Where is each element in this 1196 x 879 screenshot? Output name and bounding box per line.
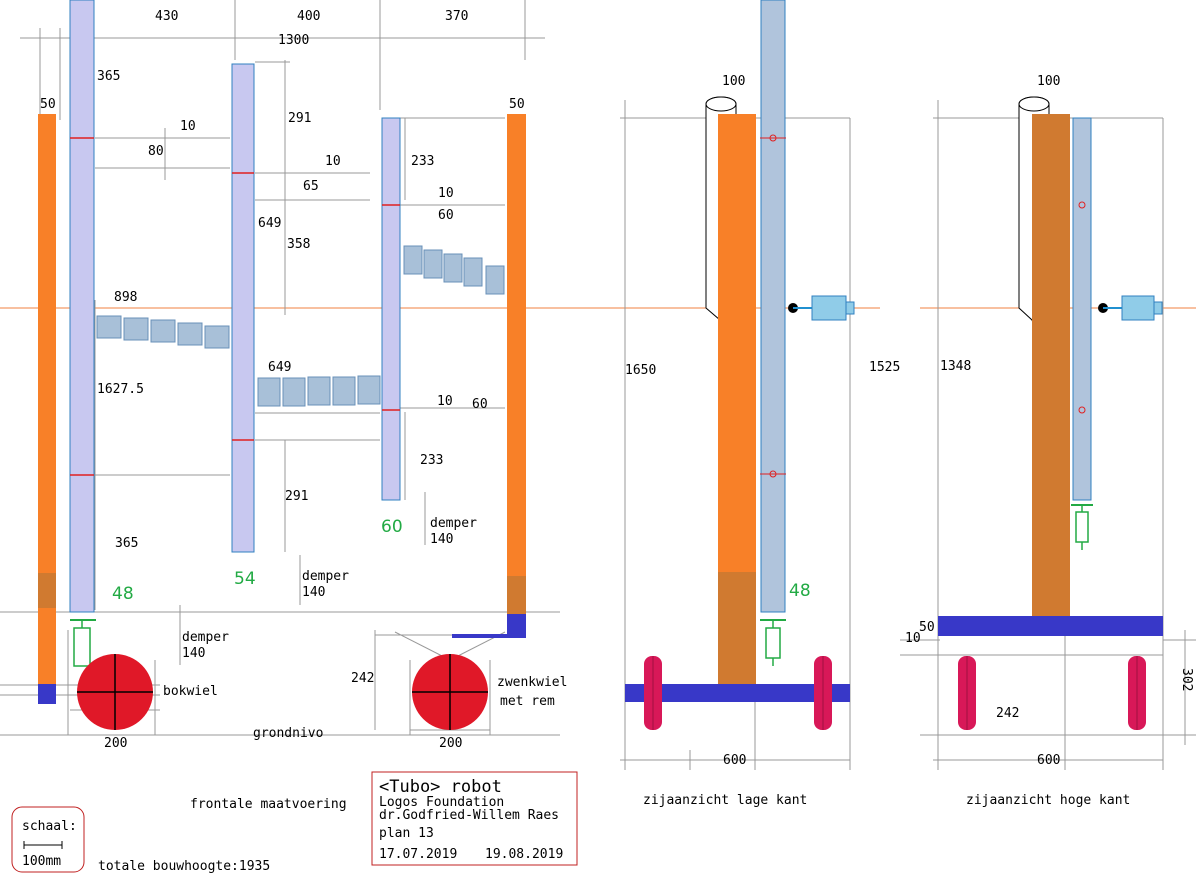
side-high-damper (1071, 504, 1093, 550)
demper-value-1: 140 (430, 532, 453, 547)
demper-label-2: demper (302, 569, 349, 584)
ground-level-label: grondnivo (253, 726, 323, 741)
side-low-dim-1650: 1650 (625, 363, 656, 378)
side-high-dim-1348: 1348 (940, 359, 971, 374)
bokwiel-label: bokwiel (163, 684, 218, 699)
side-low-orange-shade (718, 572, 756, 684)
title-block (371, 771, 578, 866)
dim-649-a: 649 (258, 216, 281, 231)
scale-label: schaal: (22, 819, 77, 834)
front-tube-48 (69, 0, 95, 613)
side-low-base (625, 684, 850, 702)
zwenkwiel-label: zwenkwiel (497, 675, 567, 690)
dim-649-b: 649 (268, 360, 291, 375)
side-low-tube-48 (760, 0, 786, 613)
front-orange-tube-right-shade (507, 576, 526, 614)
side-high-actuator (1098, 295, 1163, 321)
dim-1627: 1627.5 (97, 382, 144, 397)
front-tube-60 (381, 117, 401, 501)
demper-label-1: demper (430, 516, 477, 531)
front-zwenkwiel (412, 654, 488, 730)
side-low-dim-600: 600 (723, 753, 746, 768)
scale-box (11, 806, 85, 873)
side-low-damper (760, 619, 786, 666)
dim-370: 370 (445, 9, 468, 24)
dim-233-bottom: 233 (420, 453, 443, 468)
dim-10-b: 10 (325, 154, 341, 169)
title-block-plan: plan 13 (379, 826, 434, 841)
dim-1300: 1300 (278, 33, 309, 48)
front-right-base-plate (452, 634, 526, 638)
side-high-dim-50: 50 (919, 620, 935, 635)
title-block-date-1: 17.07.2019 (379, 847, 457, 862)
title-block-date-2: 19.08.2019 (485, 847, 563, 862)
dim-365-bottom: 365 (115, 536, 138, 551)
front-dimension-lines (0, 0, 560, 736)
dim-242-front: 242 (351, 671, 374, 686)
dim-10-a: 10 (180, 119, 196, 134)
side-high-dim-242: 242 (996, 706, 1019, 721)
title-block-title: <Tubo> robot (379, 777, 502, 797)
side-high-dimension-lines (900, 100, 1196, 770)
dim-358: 358 (287, 237, 310, 252)
label-60: 60 (381, 517, 403, 537)
side-low-dim-1525: 1525 (869, 360, 900, 375)
label-48-side: 48 (789, 581, 811, 601)
hammer-row-1 (96, 315, 230, 349)
caption-front: frontale maatvoering (190, 797, 347, 812)
dim-291-bottom: 291 (285, 489, 308, 504)
dim-65: 65 (303, 179, 319, 194)
dim-233-top: 233 (411, 154, 434, 169)
dim-60-a: 60 (438, 208, 454, 223)
dim-365-top: 365 (97, 69, 120, 84)
dim-80: 80 (148, 144, 164, 159)
dim-10-c: 10 (438, 186, 454, 201)
front-orange-tube-left-shade (38, 573, 56, 608)
total-height: totale bouwhoogte:1935 (98, 859, 270, 874)
demper-value-3: 140 (182, 646, 205, 661)
demper-label-3: demper (182, 630, 229, 645)
demper-value-2: 140 (302, 585, 325, 600)
title-block-org: Logos Foundation (379, 795, 504, 810)
dim-400: 400 (297, 9, 320, 24)
label-54: 54 (234, 569, 256, 589)
front-left-base-block (38, 684, 56, 704)
front-bokwiel (77, 654, 153, 730)
hammer-row-3 (403, 245, 505, 295)
dim-291-top: 291 (288, 111, 311, 126)
side-low-actuator (788, 295, 855, 321)
front-orange-tube-right (507, 114, 526, 634)
dim-200-left: 200 (104, 736, 127, 751)
caption-side-low: zijaanzicht lage kant (643, 793, 807, 808)
title-block-author: dr.Godfried-Willem Raes (379, 808, 559, 823)
met-rem-label: met rem (500, 694, 555, 709)
dim-10-d: 10 (437, 394, 453, 409)
side-low-dim-100: 100 (722, 74, 745, 89)
dim-60-b: 60 (472, 397, 488, 412)
label-48-front: 48 (112, 584, 134, 604)
scale-unit: 100mm (22, 854, 61, 869)
side-high-dim-100: 100 (1037, 74, 1060, 89)
dim-898: 898 (114, 290, 137, 305)
side-high-tube-60 (1072, 117, 1092, 501)
dim-50-left: 50 (40, 97, 56, 112)
front-damper (70, 619, 96, 667)
side-high-dim-302: 302 (1179, 668, 1194, 691)
caption-side-high: zijaanzicht hoge kant (966, 793, 1130, 808)
side-high-base (938, 616, 1163, 636)
hammer-row-2 (257, 375, 381, 407)
side-high-dim-10: 10 (905, 631, 921, 646)
dim-50-right: 50 (509, 97, 525, 112)
dim-430: 430 (155, 9, 178, 24)
front-orange-tube-left (38, 114, 56, 704)
front-right-base-block (507, 614, 526, 634)
side-high-dim-600: 600 (1037, 753, 1060, 768)
front-tube-54 (231, 63, 255, 553)
side-high-orange-tube (1032, 114, 1070, 616)
dim-200-right: 200 (439, 736, 462, 751)
